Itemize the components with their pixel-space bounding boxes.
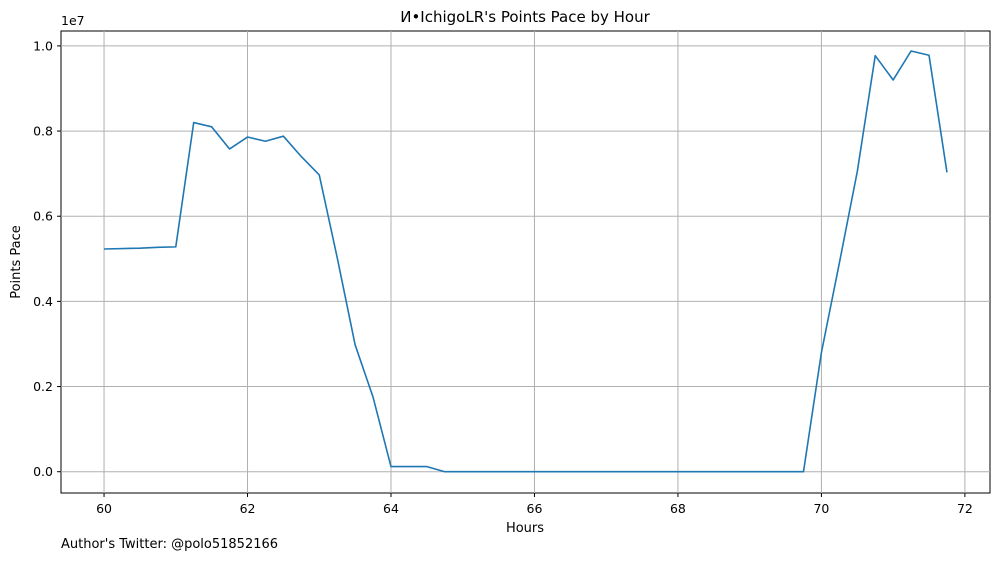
- x-axis: 60 62 64 66 68 70 72: [96, 493, 973, 516]
- y-tick-label: 0.6: [33, 209, 53, 224]
- y-tick-label: 1.0: [33, 38, 53, 53]
- y-tick-label: 0.0: [33, 464, 53, 479]
- x-tick-label: 64: [383, 501, 399, 516]
- chart-title: И•IchigoLR's Points Pace by Hour: [400, 8, 650, 26]
- x-tick-label: 60: [96, 501, 112, 516]
- grid: [61, 31, 990, 493]
- series-line: [104, 50, 948, 473]
- x-tick-label: 72: [957, 501, 973, 516]
- x-tick-label: 70: [813, 501, 829, 516]
- y-axis-label: Points Pace: [9, 225, 24, 299]
- y-tick-label: 0.4: [33, 294, 53, 309]
- y-offset-label: 1e7: [61, 13, 85, 28]
- y-tick-label: 0.8: [33, 124, 53, 139]
- y-tick-label: 0.2: [33, 379, 53, 394]
- x-tick-label: 62: [240, 501, 256, 516]
- x-tick-label: 68: [670, 501, 686, 516]
- y-axis: 0.0 0.2 0.4 0.6 0.8 1.0: [33, 38, 61, 479]
- x-tick-label: 66: [527, 501, 543, 516]
- plot-frame: [60, 30, 991, 494]
- x-axis-label: Hours: [506, 521, 544, 536]
- author-footer: Author's Twitter: @polo51852166: [61, 537, 279, 552]
